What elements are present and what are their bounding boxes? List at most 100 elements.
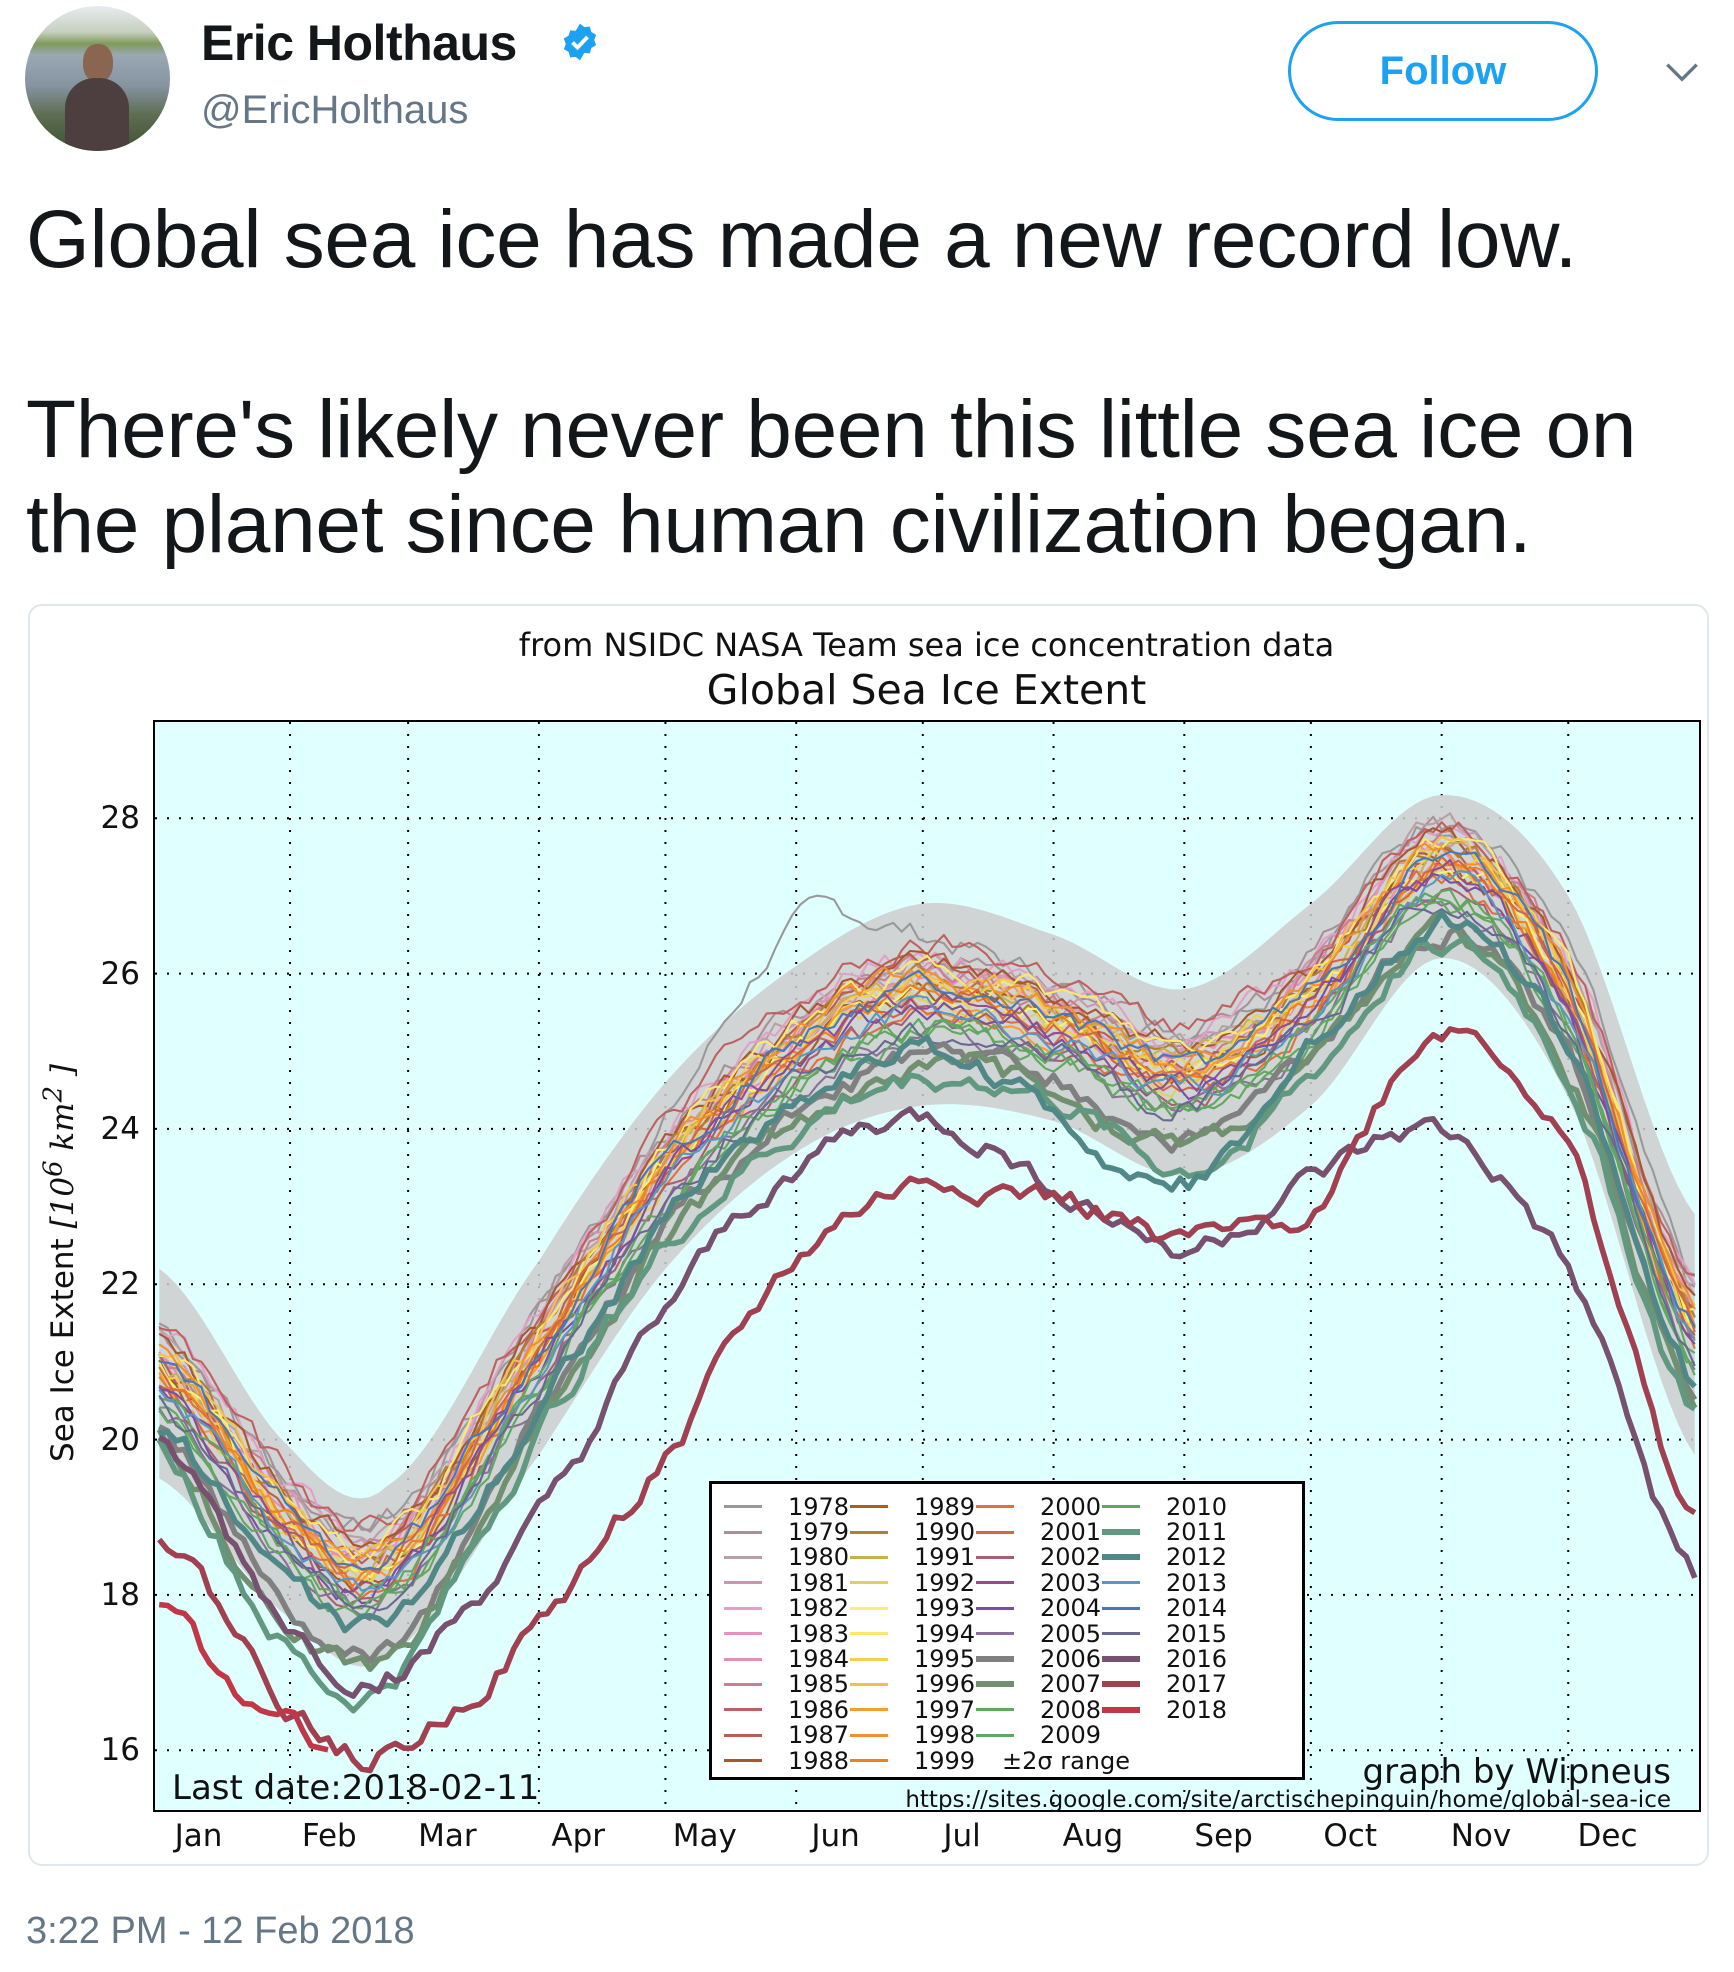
series-line-2014 [159, 850, 1696, 1571]
legend-entry: 2012 [1102, 1543, 1228, 1572]
legend-label: 1993 [914, 1594, 976, 1623]
tweet-timestamp[interactable]: 3:22 PM - 12 Feb 2018 [26, 1910, 415, 1952]
x-tick-label: Oct [1323, 1818, 1377, 1854]
legend-label: 1979 [788, 1518, 850, 1547]
legend-label: 2013 [1166, 1568, 1228, 1597]
avatar[interactable] [25, 6, 170, 151]
legend-entry: 1980 [724, 1543, 850, 1572]
legend-label: 2015 [1166, 1619, 1228, 1648]
legend-label: 1986 [788, 1695, 850, 1724]
series-line-2004 [159, 872, 1696, 1605]
series-line-1994 [159, 837, 1695, 1559]
legend-swatch [724, 1733, 762, 1737]
legend-entry: 2013 [1102, 1568, 1228, 1597]
y-tick-label: 18 [100, 1576, 140, 1613]
legend-swatch [850, 1708, 888, 1712]
legend-label: 1994 [914, 1619, 976, 1648]
legend-label: 1978 [788, 1492, 850, 1521]
legend-swatch [976, 1505, 1014, 1509]
legend-entry: 2015 [1102, 1619, 1228, 1648]
legend-label: 2012 [1166, 1543, 1228, 1572]
legend-label: 1982 [788, 1594, 850, 1623]
legend-swatch [850, 1505, 888, 1509]
legend-label: 1981 [788, 1568, 850, 1597]
legend-swatch [1102, 1505, 1140, 1509]
legend-label: 2011 [1166, 1518, 1228, 1547]
author-name[interactable]: Eric Holthaus [201, 15, 517, 71]
legend-entry: 1994 [850, 1619, 976, 1648]
legend-label: 1991 [914, 1543, 976, 1572]
follow-button[interactable]: Follow [1288, 21, 1598, 121]
x-tick-label: Sep [1194, 1818, 1253, 1854]
legend-entry: 2014 [1102, 1594, 1228, 1622]
legend-entry: 2002 [976, 1543, 1102, 1572]
series-line-2010 [158, 892, 1696, 1610]
legend-label: 2008 [1040, 1695, 1102, 1724]
chart-subtitle: from NSIDC NASA Team sea ice concentrati… [518, 626, 1335, 664]
x-tick-label: May [672, 1818, 737, 1854]
legend-label: 2002 [1040, 1543, 1102, 1572]
legend-swatch [724, 1581, 762, 1585]
legend-label: 1980 [788, 1543, 850, 1572]
legend-entry: 1982 [724, 1594, 850, 1623]
legend-label: 2018 [1166, 1695, 1228, 1724]
legend-entry: 1988 [724, 1746, 850, 1775]
chevron-down-icon[interactable] [1660, 50, 1704, 94]
legend-column: 1978 1979 1980 1981 1982 1983 1984 1985 1986 1987… [724, 1492, 850, 1777]
legend-label: 2004 [1040, 1594, 1102, 1623]
legend-swatch [724, 1555, 762, 1559]
series-line-1996 [158, 835, 1696, 1558]
source-url: https://sites.google.com/site/arctischep… [905, 1787, 1671, 1813]
legend-label: 2016 [1166, 1645, 1228, 1674]
chart-title: Global Sea Ice Extent [706, 666, 1147, 714]
legend: 1978 1979 1980 1981 1982 1983 1984 1985 1986 1987… [709, 1481, 1305, 1780]
legend-entry: 2010 [1102, 1493, 1228, 1521]
legend-swatch [1102, 1681, 1140, 1688]
x-tick-label: Apr [551, 1818, 606, 1854]
legend-label: 2017 [1166, 1670, 1228, 1699]
legend-swatch [976, 1581, 1014, 1585]
legend-swatch [850, 1632, 888, 1636]
author-handle[interactable]: @EricHolthaus [201, 88, 469, 132]
credit-annotation: graph by Wipneus [1362, 1752, 1671, 1792]
y-tick-label: 22 [100, 1266, 140, 1303]
legend-label: 1995 [914, 1645, 976, 1674]
y-tick-label: 20 [100, 1421, 140, 1458]
legend-swatch [850, 1530, 888, 1534]
legend-entry: 2018 [1102, 1695, 1228, 1724]
legend-entry: 1983 [724, 1619, 850, 1648]
legend-swatch [850, 1682, 888, 1686]
legend-entry: 2011 [1102, 1518, 1228, 1547]
legend-label: 1997 [914, 1695, 976, 1724]
legend-entry: 1992 [850, 1568, 976, 1597]
legend-entry: 2003 [976, 1569, 1102, 1597]
legend-entry: 1981 [724, 1568, 850, 1597]
legend-swatch [1102, 1656, 1140, 1663]
legend-label: 2001 [1040, 1518, 1102, 1547]
legend-swatch [850, 1733, 888, 1737]
x-tick-label: Jul [943, 1818, 981, 1854]
legend-swatch [976, 1606, 1014, 1610]
x-tick-label: Jan [174, 1818, 223, 1854]
series-line-2011 [156, 935, 1697, 1714]
legend-swatch [850, 1759, 888, 1763]
legend-swatch [724, 1632, 762, 1636]
legend-label: 1992 [914, 1568, 976, 1597]
legend-swatch [724, 1657, 762, 1661]
legend-label: 1983 [788, 1619, 850, 1648]
legend-label: 2000 [1040, 1492, 1102, 1521]
legend-entry: 1989 [850, 1493, 976, 1521]
legend-entry: 1978 [724, 1492, 850, 1521]
legend-entry: 2017 [1102, 1670, 1228, 1699]
x-tick-label: Dec [1577, 1818, 1638, 1854]
x-tick-label: Aug [1062, 1818, 1124, 1854]
legend-entry: 1993 [850, 1594, 976, 1623]
series-line-2012 [158, 909, 1697, 1634]
legend-label: 1988 [788, 1746, 850, 1775]
chart-image-card[interactable] [28, 604, 1709, 1866]
legend-swatch [1102, 1706, 1140, 1713]
legend-label: 1999 [914, 1746, 976, 1775]
legend-label: 1984 [788, 1645, 850, 1674]
legend-swatch [850, 1657, 888, 1661]
legend-entry: 1990 [850, 1518, 976, 1546]
